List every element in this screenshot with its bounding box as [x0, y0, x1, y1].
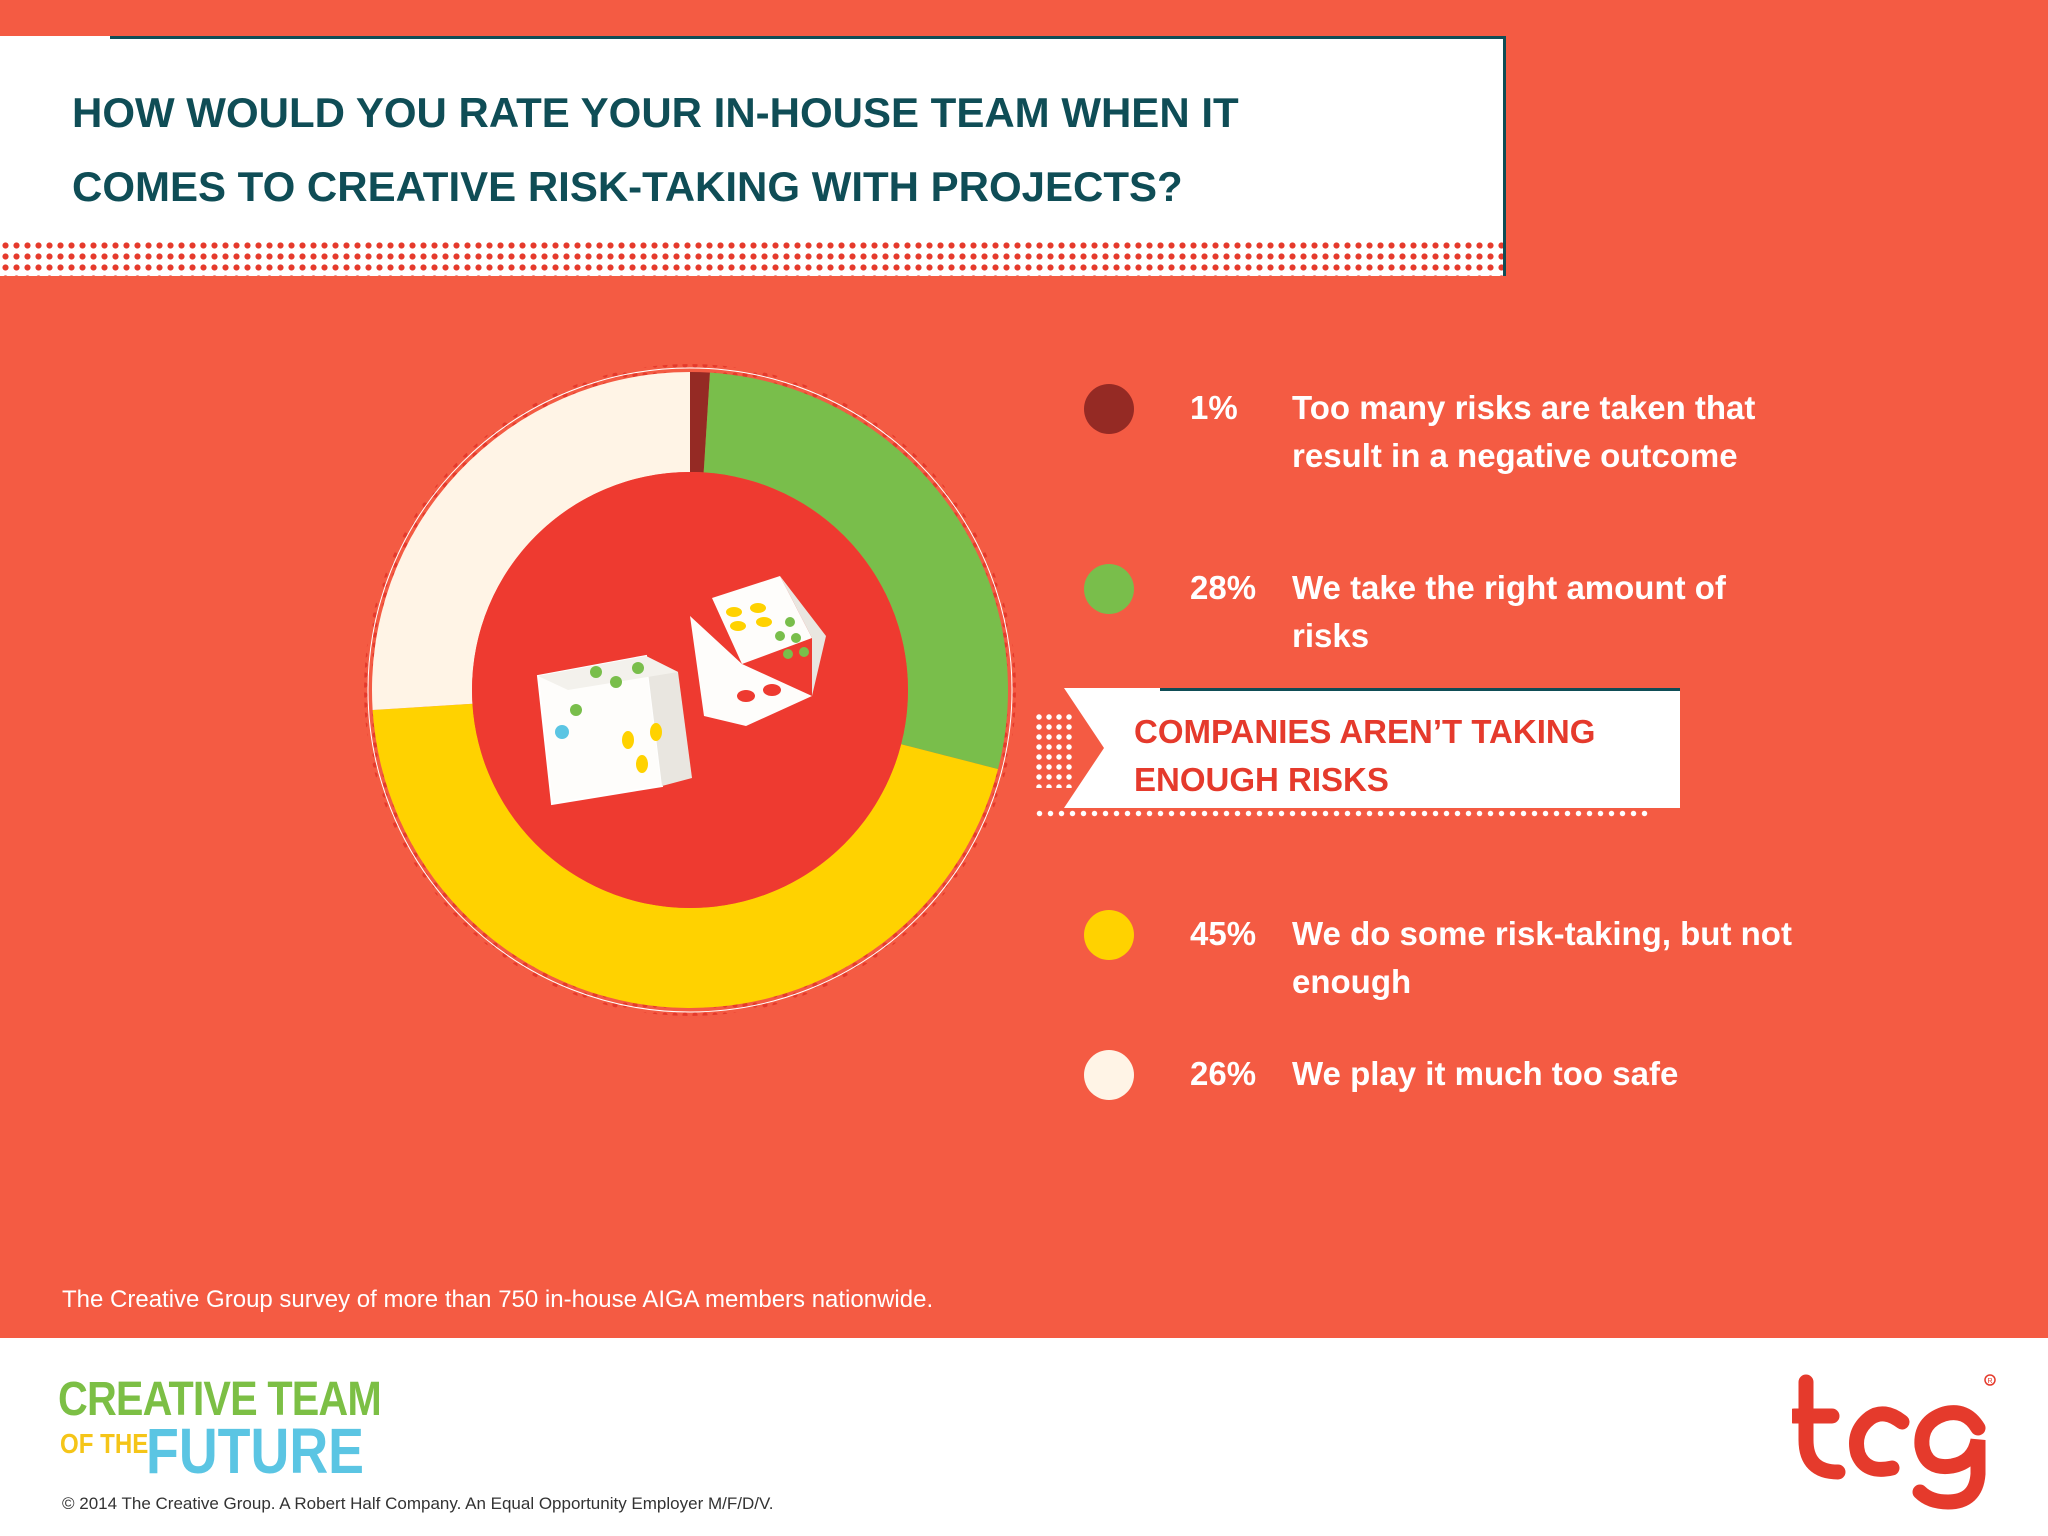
donut-outer-bg — [367, 367, 1013, 1013]
donut-slice — [372, 703, 999, 1009]
legend-swatch — [1084, 564, 1134, 614]
brand-line2b: FUTURE — [146, 1415, 365, 1487]
donut-slice — [690, 372, 710, 473]
tcg-logo-icon: R — [1792, 1374, 1996, 1510]
donut-slice — [372, 372, 690, 710]
donut-slices — [372, 372, 1008, 1009]
dice-icon — [536, 576, 826, 806]
donut-chart — [364, 364, 1016, 1016]
svg-text:R: R — [1987, 1378, 1992, 1385]
callout-text: COMPANIES AREN’T TAKING ENOUGH RISKS — [1134, 713, 1596, 798]
legend-label: We play it much too safe — [1292, 1055, 1679, 1092]
legend-label: Too many risks are taken that result in … — [1292, 389, 1756, 474]
legend-swatch — [1084, 384, 1134, 434]
donut-slice — [703, 372, 1008, 770]
source-note: The Creative Group survey of more than 7… — [62, 1286, 934, 1313]
legend-label: We do some risk-taking, but not enough — [1292, 915, 1792, 1000]
title-banner: HOW WOULD YOU RATE YOUR IN-HOUSE TEAM WH… — [0, 36, 1506, 276]
brand-line2a: OF THE — [60, 1428, 149, 1459]
legend-item: 1% Too many risks are taken that result … — [1080, 374, 1780, 494]
legend-item: 26% We play it much too safe — [1080, 1040, 1780, 1160]
legend-item: 45% We do some risk-taking, but not enou… — [1080, 900, 1792, 1020]
brand-line1: CREATIVE TEAM — [58, 1373, 382, 1426]
legend-label: We take the right amount of risks — [1292, 569, 1726, 654]
legend-percent: 45% — [1190, 915, 1257, 952]
callout-dots-bottom — [1034, 808, 1650, 820]
callout-dots-left — [1034, 712, 1074, 788]
legend-percent: 1% — [1190, 389, 1238, 426]
creative-team-logo: CREATIVE TEAM OF THE FUTURE — [58, 1372, 382, 1484]
legend-item: 28% We take the right amount of risks — [1080, 554, 1780, 674]
copyright: © 2014 The Creative Group. A Robert Half… — [62, 1494, 774, 1513]
footer — [0, 1338, 2048, 1536]
callout-box — [1064, 688, 1680, 808]
donut-center — [472, 472, 908, 908]
legend-swatch — [1084, 1050, 1134, 1100]
callout-banner: COMPANIES AREN’T TAKING ENOUGH RISKS — [1034, 688, 1680, 838]
legend-swatch — [1084, 910, 1134, 960]
title-dots-border — [0, 240, 1503, 276]
legend-percent: 26% — [1190, 1055, 1257, 1092]
legend-percent: 28% — [1190, 569, 1257, 606]
chart-title: HOW WOULD YOU RATE YOUR IN-HOUSE TEAM WH… — [72, 89, 1239, 210]
